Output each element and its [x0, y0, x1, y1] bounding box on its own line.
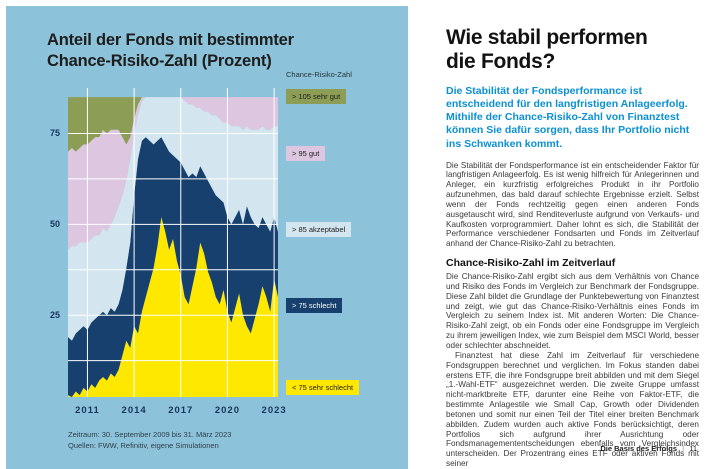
- x-axis-label: 2020: [214, 405, 240, 416]
- article-page: Wie stabil performen die Fonds? Die Stabi…: [408, 0, 720, 469]
- article: Wie stabil performen die Fonds? Die Stabi…: [446, 26, 699, 469]
- article-heading-line1: Wie stabil performen: [446, 26, 648, 49]
- chart-footnote: Zeitraum: 30. September 2009 bis 31. Mär…: [68, 429, 231, 452]
- x-axis-label: 2017: [168, 405, 194, 416]
- y-axis-label: 75: [49, 127, 60, 138]
- area-75-schlecht: [68, 137, 278, 397]
- article-lead: Die Stabilität der Fondsperformance ist …: [446, 85, 690, 150]
- y-axis-label: 25: [49, 309, 60, 320]
- x-axis-label: 2023: [261, 405, 287, 416]
- legend-item-105-sehr-gut: > 105 sehr gut: [286, 89, 347, 104]
- footer-separator: |: [682, 444, 685, 453]
- chart-panel: Anteil der Fonds mit bestimmter Chance-Ri…: [6, 6, 408, 469]
- chart-title: Anteil der Fonds mit bestimmter Chance-Ri…: [47, 30, 294, 71]
- footer-section-title: Die Basis des Erfolgs: [600, 444, 678, 453]
- article-paragraph-2: Die Chance-Risiko-Zahl ergibt sich aus d…: [446, 272, 699, 351]
- article-heading: Wie stabil performen die Fonds?: [446, 26, 699, 73]
- x-axis-label: 2011: [75, 405, 100, 416]
- stacked-area-chart: [68, 88, 278, 397]
- area-95-gut: [68, 97, 278, 250]
- footnote-period: Zeitraum: 30. September 2009 bis 31. Mär…: [68, 430, 232, 439]
- chart-svg: [68, 88, 278, 397]
- article-paragraph-3: Finanztest hat diese Zahl im Zeitverlauf…: [446, 350, 699, 469]
- article-subheading: Chance-Risiko-Zahl im Zeitverlauf: [446, 257, 616, 270]
- footer-page-number: 11: [689, 444, 697, 453]
- legend-item-75-schlecht: > 75 schlecht: [286, 298, 343, 313]
- page-footer: Die Basis des Erfolgs | 11: [600, 444, 697, 453]
- legend-item-75-sehr-schlecht: < 75 sehr schlecht: [286, 380, 360, 395]
- chart-title-line1: Anteil der Fonds mit bestimmter: [47, 31, 294, 49]
- area-75-sehr-schlecht: [68, 217, 278, 397]
- article-paragraph-1: Die Stabilität der Fondsperformance ist …: [446, 160, 699, 249]
- y-axis-label: 50: [49, 218, 60, 229]
- chart-title-line2: Chance-Risiko-Zahl (Prozent): [47, 51, 272, 70]
- area-105-sehr-gut: [68, 97, 278, 152]
- area-85-akzeptabel: [68, 97, 278, 341]
- article-heading-line2: die Fonds?: [446, 49, 555, 73]
- footnote-sources: Quellen: FWW, Refinitiv, eigene Simulati…: [68, 441, 219, 451]
- x-axis-label: 2014: [121, 405, 147, 416]
- legend-item-85-akzeptabel: > 85 akzeptabel: [286, 222, 352, 237]
- legend-title: Chance-Risiko-Zahl: [286, 70, 352, 79]
- legend-item-95-gut: > 95 gut: [286, 146, 326, 161]
